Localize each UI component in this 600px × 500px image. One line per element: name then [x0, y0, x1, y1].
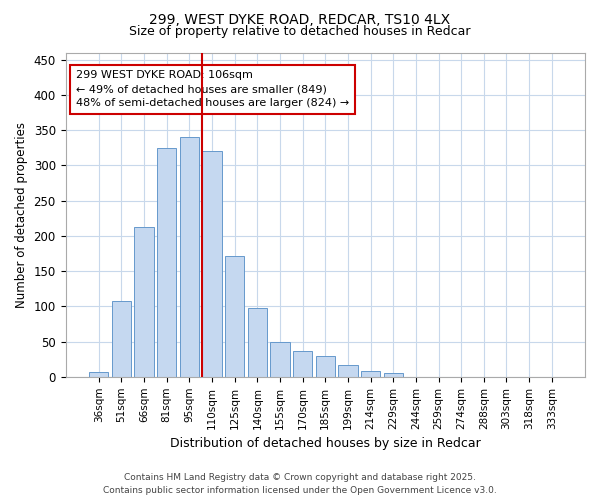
Bar — [202, 151, 221, 377]
Bar — [89, 372, 109, 377]
Bar — [271, 342, 290, 377]
Text: Contains HM Land Registry data © Crown copyright and database right 2025.
Contai: Contains HM Land Registry data © Crown c… — [103, 474, 497, 495]
Bar — [361, 371, 380, 377]
Bar — [112, 302, 131, 377]
X-axis label: Distribution of detached houses by size in Redcar: Distribution of detached houses by size … — [170, 437, 481, 450]
Text: Size of property relative to detached houses in Redcar: Size of property relative to detached ho… — [129, 25, 471, 38]
Bar — [225, 256, 244, 377]
Bar — [316, 356, 335, 377]
Bar — [383, 374, 403, 377]
Text: 299, WEST DYKE ROAD, REDCAR, TS10 4LX: 299, WEST DYKE ROAD, REDCAR, TS10 4LX — [149, 12, 451, 26]
Bar — [248, 308, 267, 377]
Y-axis label: Number of detached properties: Number of detached properties — [15, 122, 28, 308]
Bar — [157, 148, 176, 377]
Bar — [180, 137, 199, 377]
Bar — [293, 350, 312, 377]
Text: 299 WEST DYKE ROAD: 106sqm
← 49% of detached houses are smaller (849)
48% of sem: 299 WEST DYKE ROAD: 106sqm ← 49% of deta… — [76, 70, 349, 108]
Bar — [134, 228, 154, 377]
Bar — [338, 365, 358, 377]
